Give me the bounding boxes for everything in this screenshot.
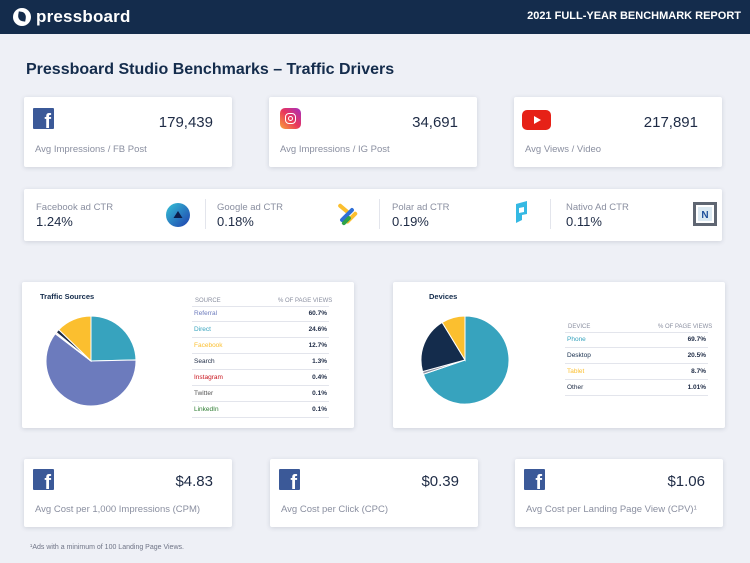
pie-slice-tablet [441,315,466,362]
ctr-value: 1.24% [36,214,73,229]
youtube-views-card: 217,891 Avg Views / Video [514,97,722,167]
pie-slice-referral [45,332,137,407]
facebook-impressions-card: f 179,439 Avg Impressions / FB Post [24,97,232,167]
page-title: Pressboard Studio Benchmarks – Traffic D… [26,61,395,78]
ctr-value: 0.18% [217,214,254,229]
devices-card: Devices DEVICE % OF PAGE VIEWS Phone 69.7… [393,282,725,428]
row-value: 0.1% [312,390,327,397]
ctr-label: Facebook ad CTR [36,202,114,213]
table-header-rule [192,306,329,307]
row-label: Desktop [567,352,591,359]
cpc-card: f $0.39 Avg Cost per Click (CPC) [270,459,478,527]
facebook-icon: f [33,469,54,490]
metric-label: Avg Views / Video [525,144,602,155]
google-ads-icon [338,203,358,226]
cpv-card: f $1.06 Avg Cost per Landing Page View (… [515,459,723,527]
ctr-value: 0.11% [566,214,602,229]
row-value: 8.7% [691,368,706,375]
pressboard-logo-icon [13,8,31,26]
row-value: 60.7% [308,310,327,317]
table-row: Desktop 20.5% [565,349,708,364]
row-label: Instagram [194,374,223,381]
table-row: Tablet 8.7% [565,365,708,380]
ctr-card: Facebook ad CTR 1.24% Google ad CTR 0.18… [24,189,722,241]
table-header-device: DEVICE [568,324,591,330]
metric-label: Avg Cost per Landing Page View (CPV)¹ [526,504,697,515]
table-header-source: SOURCE [195,298,221,304]
report-title: 2021 FULL-YEAR BENCHMARK REPORT [527,10,741,22]
row-value: 20.5% [687,352,706,359]
devices-pie [420,315,510,405]
metric-label: Avg Cost per 1,000 Impressions (CPM) [35,504,201,515]
ctr-label: Google ad CTR [217,202,284,213]
top-bar: pressboard 2021 FULL-YEAR BENCHMARK REPO… [0,0,750,34]
table-row: Facebook 12.7% [192,339,329,354]
row-label: Facebook [194,342,223,349]
pressboard-logo[interactable]: pressboard [13,7,131,27]
table-header-percent: % OF PAGE VIEWS [278,298,333,304]
row-value: 69.7% [687,336,706,343]
chart-title: Devices [429,292,458,301]
row-value: 24.6% [308,326,327,333]
nativo-logo-icon: N [693,202,717,226]
svg-text:N: N [701,210,708,221]
table-row: Instagram 0.4% [192,371,329,386]
ctr-divider [205,199,206,229]
table-row: Direct 24.6% [192,323,329,338]
row-value: 1.01% [687,384,706,391]
brand-name: pressboard [36,7,131,26]
polar-logo-icon [516,201,527,223]
pie-slice-desktop [420,321,466,373]
ctr-divider [550,199,551,229]
table-header-rule [565,332,708,333]
row-label: Tablet [567,368,585,375]
youtube-icon [522,110,551,130]
table-row: LinkedIn 0.1% [192,403,329,418]
chart-title: Traffic Sources [40,292,95,301]
facebook-icon: f [33,108,54,129]
row-value: 0.1% [312,406,327,413]
footnote: ¹Ads with a minimum of 100 Landing Page … [30,544,184,551]
row-label: Phone [567,336,586,343]
row-value: 12.7% [308,342,327,349]
table-row: Phone 69.7% [565,333,708,348]
row-label: Direct [194,326,211,333]
metric-value: 217,891 [643,114,698,131]
metric-label: Avg Impressions / IG Post [280,144,390,155]
ctr-label: Polar ad CTR [392,202,450,213]
table-header-percent: % OF PAGE VIEWS [658,324,713,330]
triangle-logo-icon [166,203,190,227]
metric-label: Avg Cost per Click (CPC) [281,504,388,515]
metric-value: $4.83 [175,473,213,490]
table-row: Search 1.3% [192,355,329,370]
metric-value: 34,691 [412,114,458,131]
pie-slice-direct [90,315,137,362]
metric-label: Avg Impressions / FB Post [35,144,147,155]
ctr-label: Nativo Ad CTR [566,202,629,213]
metric-value: $0.39 [421,473,459,490]
row-label: Twitter [194,390,214,397]
facebook-icon: f [279,469,300,490]
table-row: Other 1.01% [565,381,708,396]
traffic-sources-pie [45,315,137,407]
row-label: Referral [194,310,218,317]
cpm-card: f $4.83 Avg Cost per 1,000 Impressions (… [24,459,232,527]
table-row: Referral 60.7% [192,307,329,322]
instagram-impressions-card: 34,691 Avg Impressions / IG Post [269,97,477,167]
pie-slice-facebook [58,315,92,363]
instagram-icon [280,108,301,129]
row-value: 0.4% [312,374,327,381]
table-row: Twitter 0.1% [192,387,329,402]
ctr-value: 0.19% [392,214,429,229]
metric-value: 179,439 [158,114,213,131]
row-label: Other [567,384,584,391]
row-label: Search [194,358,215,365]
row-value: 1.3% [312,358,327,365]
metric-value: $1.06 [667,473,705,490]
pie-slice-phone [422,315,510,405]
ctr-divider [379,199,380,229]
row-label: LinkedIn [194,406,219,413]
traffic-sources-card: Traffic Sources SOURCE % OF PAGE VIEWS R… [22,282,354,428]
facebook-icon: f [524,469,545,490]
